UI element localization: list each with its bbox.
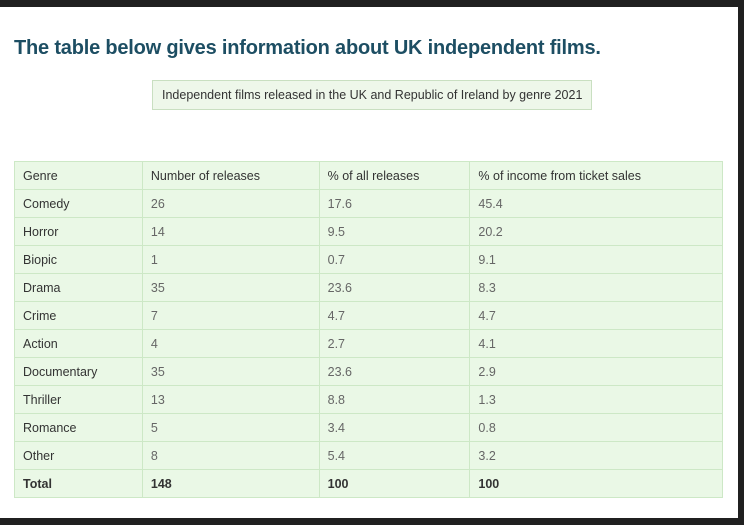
table-row: Biopic 1 0.7 9.1 — [14, 245, 723, 274]
table-row: Romance 5 3.4 0.8 — [14, 413, 723, 442]
percent-releases-cell: 23.6 — [318, 357, 471, 386]
table-header-row: Genre Number of releases % of all releas… — [14, 161, 723, 190]
table-row: Drama 35 23.6 8.3 — [14, 273, 723, 302]
genre-cell: Thriller — [14, 385, 143, 414]
films-table: Genre Number of releases % of all releas… — [14, 161, 723, 498]
percent-releases-cell: 9.5 — [318, 217, 471, 246]
table-caption: Independent films released in the UK and… — [152, 80, 593, 110]
genre-cell: Other — [14, 441, 143, 470]
header-genre: Genre — [14, 161, 143, 190]
table-row: Horror 14 9.5 20.2 — [14, 217, 723, 246]
percent-releases-cell: 4.7 — [318, 301, 471, 330]
genre-cell: Documentary — [14, 357, 143, 386]
releases-cell: 13 — [141, 385, 320, 414]
releases-cell: 8 — [141, 441, 320, 470]
table-row: Documentary 35 23.6 2.9 — [14, 357, 723, 386]
percent-income-cell: 3.2 — [469, 441, 723, 470]
table-row: Action 4 2.7 4.1 — [14, 329, 723, 358]
releases-cell: 35 — [141, 357, 320, 386]
total-percent-income-cell: 100 — [469, 469, 723, 498]
header-percent-of-releases: % of all releases — [318, 161, 471, 190]
total-genre-cell: Total — [14, 469, 143, 498]
table-total-row: Total 148 100 100 — [14, 469, 723, 498]
table-row: Crime 7 4.7 4.7 — [14, 301, 723, 330]
releases-cell: 7 — [141, 301, 320, 330]
header-number-of-releases: Number of releases — [141, 161, 320, 190]
genre-cell: Biopic — [14, 245, 143, 274]
genre-cell: Crime — [14, 301, 143, 330]
percent-income-cell: 9.1 — [469, 245, 723, 274]
percent-releases-cell: 2.7 — [318, 329, 471, 358]
table-row: Comedy 26 17.6 45.4 — [14, 189, 723, 218]
percent-income-cell: 4.7 — [469, 301, 723, 330]
percent-income-cell: 2.9 — [469, 357, 723, 386]
genre-cell: Drama — [14, 273, 143, 302]
genre-cell: Romance — [14, 413, 143, 442]
percent-income-cell: 0.8 — [469, 413, 723, 442]
page-heading: The table below gives information about … — [14, 37, 601, 59]
genre-cell: Horror — [14, 217, 143, 246]
percent-releases-cell: 3.4 — [318, 413, 471, 442]
total-percent-releases-cell: 100 — [318, 469, 471, 498]
table-row: Other 8 5.4 3.2 — [14, 441, 723, 470]
releases-cell: 4 — [141, 329, 320, 358]
genre-cell: Comedy — [14, 189, 143, 218]
percent-income-cell: 4.1 — [469, 329, 723, 358]
percent-income-cell: 8.3 — [469, 273, 723, 302]
table-row: Thriller 13 8.8 1.3 — [14, 385, 723, 414]
releases-cell: 35 — [141, 273, 320, 302]
releases-cell: 14 — [141, 217, 320, 246]
percent-releases-cell: 17.6 — [318, 189, 471, 218]
releases-cell: 26 — [141, 189, 320, 218]
percent-releases-cell: 23.6 — [318, 273, 471, 302]
percent-income-cell: 1.3 — [469, 385, 723, 414]
page: The table below gives information about … — [0, 7, 738, 518]
releases-cell: 5 — [141, 413, 320, 442]
percent-releases-cell: 8.8 — [318, 385, 471, 414]
percent-income-cell: 20.2 — [469, 217, 723, 246]
header-percent-of-income: % of income from ticket sales — [469, 161, 723, 190]
genre-cell: Action — [14, 329, 143, 358]
total-releases-cell: 148 — [141, 469, 320, 498]
percent-releases-cell: 5.4 — [318, 441, 471, 470]
percent-income-cell: 45.4 — [469, 189, 723, 218]
percent-releases-cell: 0.7 — [318, 245, 471, 274]
releases-cell: 1 — [141, 245, 320, 274]
